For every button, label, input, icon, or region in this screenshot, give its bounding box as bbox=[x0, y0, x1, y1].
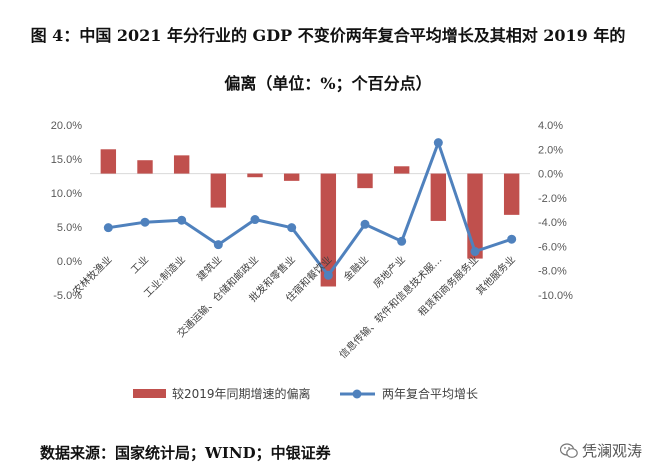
data-source: 数据来源：国家统计局；WIND；中银证券 bbox=[40, 444, 331, 462]
left-axis-tick: 10.0% bbox=[51, 188, 82, 200]
legend-line-label: 两年复合平均增长 bbox=[382, 386, 478, 401]
watermark: 凭澜观涛 bbox=[559, 440, 642, 461]
growth-point bbox=[140, 217, 150, 227]
wechat-icon bbox=[559, 442, 578, 458]
chart-title-line-1: 图 4：中国 2021 年分行业的 GDP 不变价两年复合平均增长及其相对 20… bbox=[30, 26, 626, 45]
legend-bar-label: 较2019年同期增速的偏离 bbox=[172, 386, 311, 401]
growth-point bbox=[250, 215, 260, 225]
deviation-bar bbox=[357, 173, 373, 189]
left-axis-tick: 5.0% bbox=[57, 222, 82, 234]
category-label: 建筑业 bbox=[194, 253, 224, 283]
category-labels: 农林牧渔业 工业工业:制造业 建筑业交通运输、仓储和邮政业批发和零售业住宿和餐饮业金… bbox=[70, 253, 518, 361]
two-year-growth-line bbox=[108, 141, 513, 277]
chart-title-line-2: 偏离（单位：%；个百分点） bbox=[224, 74, 432, 93]
deviation-bar bbox=[100, 149, 117, 174]
growth-point bbox=[323, 270, 333, 280]
deviation-bar bbox=[320, 173, 337, 287]
left-axis-tick: 15.0% bbox=[51, 154, 82, 166]
right-axis-tick: -8.0% bbox=[538, 266, 567, 278]
category-label: 租赁和商务服务业 bbox=[415, 253, 481, 319]
gdp-industry-chart: 20.0% 15.0% 10.0% 5.0% 0.0% -5.0% 4.0% 2.0% 0.0… bbox=[51, 120, 573, 401]
growth-point bbox=[397, 236, 407, 246]
legend-bar-swatch bbox=[133, 389, 166, 398]
legend: 较2019年同期增速的偏离 两年复合平均增长 bbox=[133, 386, 478, 401]
category-label: 房地产业 bbox=[370, 253, 407, 290]
growth-point bbox=[177, 215, 187, 225]
category-label: 其他服务业 bbox=[473, 253, 518, 298]
growth-point bbox=[470, 246, 480, 256]
right-axis: 4.0% 2.0% 0.0% -2.0% -4.0% -6.0% -8.0% -10.0% bbox=[538, 120, 573, 302]
two-year-growth-points bbox=[103, 138, 517, 280]
legend-line-marker bbox=[352, 389, 362, 399]
deviation-bar bbox=[173, 155, 190, 174]
category-label: 金融业 bbox=[341, 253, 371, 283]
deviation-bar bbox=[210, 173, 227, 208]
right-axis-tick: -4.0% bbox=[538, 217, 567, 229]
deviation-bar bbox=[503, 173, 520, 215]
right-axis-tick: 4.0% bbox=[538, 120, 563, 132]
growth-point bbox=[103, 223, 113, 233]
right-axis-tick: -10.0% bbox=[538, 290, 573, 302]
deviation-bars bbox=[100, 149, 520, 287]
left-axis-tick: 20.0% bbox=[51, 120, 82, 132]
category-label: 工业 bbox=[128, 254, 151, 277]
growth-point bbox=[433, 138, 443, 148]
deviation-bar bbox=[283, 173, 300, 181]
deviation-bar bbox=[467, 173, 483, 259]
growth-point bbox=[360, 219, 370, 229]
right-axis-tick: -2.0% bbox=[538, 193, 567, 205]
deviation-bar bbox=[247, 173, 263, 178]
growth-point bbox=[507, 234, 517, 244]
left-axis-tick: 0.0% bbox=[57, 256, 82, 268]
right-axis-tick: 0.0% bbox=[538, 169, 563, 181]
right-axis-tick: 2.0% bbox=[538, 144, 563, 156]
left-axis-tick: -5.0% bbox=[53, 290, 82, 302]
deviation-bar bbox=[430, 173, 447, 221]
right-axis-tick: -6.0% bbox=[538, 241, 567, 253]
growth-point bbox=[213, 240, 223, 250]
watermark-text: 凭澜观涛 bbox=[581, 442, 642, 460]
deviation-bar bbox=[137, 160, 153, 174]
growth-point bbox=[287, 223, 297, 233]
deviation-bar bbox=[393, 166, 410, 174]
left-axis: 20.0% 15.0% 10.0% 5.0% 0.0% -5.0% bbox=[51, 120, 82, 302]
